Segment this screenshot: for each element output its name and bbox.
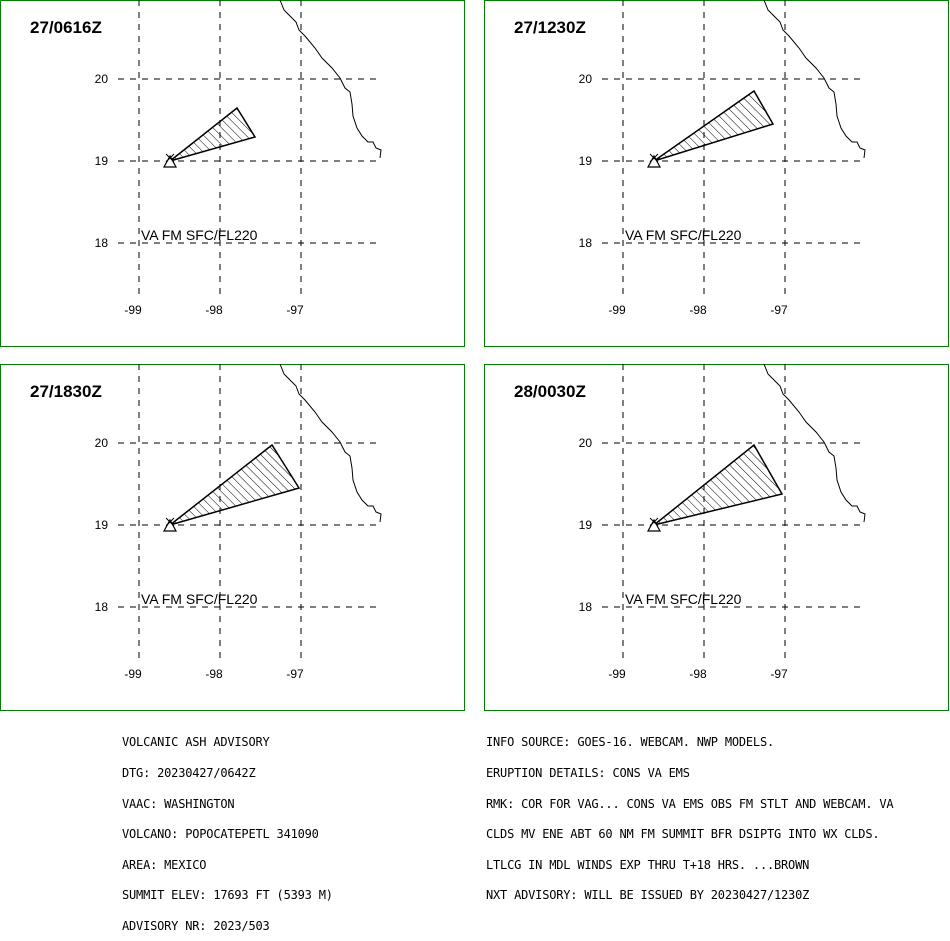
map-panel-1: 20 19 18 -99 -98 -97 VA FM SFC/FL220 27/0616Z — [0, 0, 465, 347]
panel-time: 28/0030Z — [514, 382, 586, 401]
flight-level-label: VA FM SFC/FL220 — [141, 591, 258, 607]
advisory-line: NXT ADVISORY: WILL BE ISSUED BY 20230427… — [486, 888, 810, 903]
lon-label: -98 — [689, 667, 707, 681]
eruption-mark — [649, 153, 659, 163]
advisory-line: SUMMIT ELEV: 17693 FT (5393 M) — [122, 888, 333, 903]
panel-frame — [0, 0, 465, 347]
panel-frame — [484, 364, 949, 711]
ash-cloud-polygon — [169, 106, 257, 162]
map-svg: 20 19 18 -99 -98 -97 VA FM SFC/FL220 — [484, 364, 949, 711]
advisory-line: DTG: 20230427/0642Z — [122, 766, 256, 781]
panel-time: 27/1230Z — [514, 18, 586, 37]
advisory-line: ADVISORY NR: 2023/503 — [122, 919, 270, 934]
lat-label: 18 — [95, 236, 109, 250]
lon-label: -98 — [205, 303, 223, 317]
advisory-line: INFO SOURCE: GOES-16. WEBCAM. NWP MODELS… — [486, 735, 775, 750]
lat-label: 20 — [579, 436, 593, 450]
map-svg: 20 19 18 -99 -98 -97 VA FM SFC/FL220 — [484, 0, 949, 347]
lat-label: 20 — [95, 436, 109, 450]
panel-time: 27/1830Z — [30, 382, 102, 401]
eruption-mark — [649, 517, 659, 527]
map-panel-4: 20 19 18 -99 -98 -97 VA FM SFC/FL220 28/0030Z — [484, 364, 949, 711]
lon-label: -99 — [124, 303, 142, 317]
lat-label: 19 — [95, 518, 109, 532]
advisory-line: LTLCG IN MDL WINDS EXP THRU T+18 HRS. ..… — [486, 857, 810, 872]
map-svg: 20 19 18 -99 -98 -97 VA FM SFC/FL220 — [0, 364, 465, 711]
advisory-text-right: INFO SOURCE: GOES-16. WEBCAM. NWP MODELS… — [486, 717, 894, 911]
advisory-line: VAAC: WASHINGTON — [122, 796, 235, 811]
flight-level-label: VA FM SFC/FL220 — [625, 227, 742, 243]
lat-label: 19 — [95, 154, 109, 168]
lat-label: 20 — [579, 72, 593, 86]
lon-label: -98 — [689, 303, 707, 317]
advisory-text-left: VOLCANIC ASH ADVISORY DTG: 20230427/0642… — [122, 717, 333, 941]
advisory-line: ERUPTION DETAILS: CONS VA EMS — [486, 766, 690, 781]
coastline — [763, 364, 866, 523]
lon-label: -97 — [286, 667, 304, 681]
coastline — [279, 0, 382, 159]
lat-label: 19 — [579, 518, 593, 532]
lon-label: -97 — [770, 303, 788, 317]
flight-level-label: VA FM SFC/FL220 — [625, 591, 742, 607]
ash-cloud-polygon — [653, 89, 775, 162]
lon-label: -97 — [770, 667, 788, 681]
eruption-mark — [165, 153, 175, 163]
advisory-line: CLDS MV ENE ABT 60 NM FM SUMMIT BFR DSIP… — [486, 827, 880, 842]
lon-label: -99 — [608, 303, 626, 317]
lon-label: -99 — [124, 667, 142, 681]
map-svg: 20 19 18 -99 -98 -97 VA FM SFC/FL220 — [0, 0, 465, 347]
panel-frame — [0, 364, 465, 711]
lat-label: 18 — [579, 600, 593, 614]
coastline — [763, 0, 866, 159]
flight-level-label: VA FM SFC/FL220 — [141, 227, 258, 243]
advisory-line: VOLCANIC ASH ADVISORY — [122, 735, 270, 750]
panel-time: 27/0616Z — [30, 18, 102, 37]
advisory-line: AREA: MEXICO — [122, 857, 207, 872]
coastline — [279, 364, 382, 523]
ash-cloud-polygon — [169, 443, 301, 526]
eruption-mark — [165, 517, 175, 527]
lon-label: -99 — [608, 667, 626, 681]
lon-label: -97 — [286, 303, 304, 317]
lat-label: 20 — [95, 72, 109, 86]
map-panel-3: 20 19 18 -99 -98 -97 VA FM SFC/FL220 27/1830Z — [0, 364, 465, 711]
advisory-line: VOLCANO: POPOCATEPETL 341090 — [122, 827, 319, 842]
ash-cloud-polygon — [653, 443, 784, 526]
lon-label: -98 — [205, 667, 223, 681]
map-panel-2: 20 19 18 -99 -98 -97 VA FM SFC/FL220 27/1230Z — [484, 0, 949, 347]
advisory-line: RMK: COR FOR VAG... CONS VA EMS OBS FM S… — [486, 796, 894, 811]
lat-label: 18 — [95, 600, 109, 614]
lat-label: 19 — [579, 154, 593, 168]
panel-frame — [484, 0, 949, 347]
lat-label: 18 — [579, 236, 593, 250]
